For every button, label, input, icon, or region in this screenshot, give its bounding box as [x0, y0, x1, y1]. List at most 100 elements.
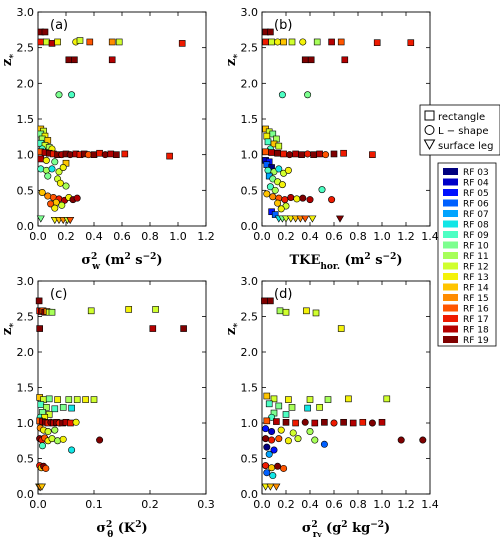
x-tick-label: 0.4 — [85, 230, 103, 243]
data-point — [311, 419, 319, 427]
data-point — [73, 396, 81, 403]
data-point — [125, 306, 133, 313]
data-point — [37, 483, 46, 491]
data-point — [59, 164, 67, 172]
data-point — [299, 38, 307, 46]
flight-label-rf12: RF 12 — [463, 263, 489, 273]
legend-circle-icon — [424, 125, 435, 135]
x-tick-label: 0.2 — [277, 498, 295, 511]
data-point — [282, 411, 290, 418]
flight-swatch-rf15 — [443, 294, 458, 301]
flight-label-rf11: RF 11 — [463, 252, 489, 262]
data-point — [55, 91, 63, 99]
data-point — [292, 150, 299, 158]
data-point — [87, 307, 95, 315]
marker-legend-box — [419, 104, 500, 156]
data-point — [266, 183, 274, 191]
data-point — [108, 56, 116, 64]
data-points — [35, 297, 187, 492]
y-axis-label: z* — [0, 54, 19, 66]
data-point — [152, 306, 159, 313]
data-point — [51, 158, 59, 166]
flight-label-rf05: RF 05 — [463, 189, 489, 199]
data-point — [51, 204, 59, 212]
data-point — [84, 151, 92, 159]
x-tick-label: 0.2 — [141, 498, 159, 511]
data-point — [48, 40, 56, 47]
data-point — [282, 308, 290, 316]
marker-legend: rectangle L − shape surface leg — [419, 104, 500, 156]
flight-swatch-rf13 — [443, 273, 458, 280]
data-point — [294, 435, 302, 443]
data-point — [349, 419, 357, 427]
data-point — [340, 149, 347, 157]
plot-area — [261, 280, 431, 495]
data-point — [45, 395, 53, 403]
data-point — [68, 91, 76, 99]
x-tick-label: 0.0 — [29, 230, 47, 243]
y-tick-label: 2.5 — [17, 42, 35, 55]
y-tick-label: 3.0 — [241, 275, 259, 288]
data-point — [65, 396, 73, 403]
data-point — [306, 428, 314, 436]
data-point — [291, 215, 300, 223]
flight-label-rf08: RF 08 — [463, 221, 489, 231]
data-point — [76, 37, 84, 44]
data-point — [82, 396, 89, 403]
data-point — [278, 91, 286, 99]
y-tick-label: 1.0 — [241, 149, 259, 162]
data-point — [262, 435, 270, 443]
data-point — [322, 151, 330, 159]
y-tick-label: 0.5 — [17, 453, 35, 466]
data-points — [36, 28, 186, 225]
data-point — [42, 464, 50, 472]
data-point — [262, 425, 270, 433]
flight-swatch-rf08 — [443, 220, 458, 228]
flight-label-rf04: RF 04 — [463, 179, 489, 189]
data-point — [383, 395, 391, 403]
data-point — [37, 38, 45, 46]
y-tick-label: 1.5 — [241, 113, 259, 126]
x-tick-label: 0.6 — [325, 498, 343, 511]
data-point — [38, 442, 46, 450]
panels: 0.0 0.2 0.4 0.6 0.8 1.0 1.2 0.0 0.5 1.0 1.5 2.0 2.5 3… — [0, 6, 439, 538]
data-point — [262, 38, 269, 46]
data-point — [359, 418, 367, 426]
panel-label: (b) — [274, 18, 292, 33]
data-point — [121, 150, 129, 158]
data-point — [35, 297, 43, 305]
data-point — [48, 308, 56, 316]
x-axis-label: σ2 θ (K2) — [96, 520, 147, 538]
data-point — [261, 297, 268, 305]
data-point — [304, 91, 312, 99]
data-point — [275, 402, 283, 410]
x-tick-label: 0.2 — [277, 230, 295, 243]
data-point — [306, 396, 314, 403]
x-tick-label: 0.0 — [253, 230, 271, 243]
data-point — [311, 436, 319, 444]
y-tick-label: 0.5 — [241, 184, 259, 197]
x-tick-label: 0.4 — [301, 498, 319, 511]
data-point — [299, 194, 307, 202]
x-tick-label: 0.2 — [57, 230, 75, 243]
data-point — [266, 483, 275, 491]
data-point — [268, 149, 275, 156]
data-point — [268, 464, 276, 472]
x-tick-label: 1.2 — [197, 230, 215, 243]
data-point — [275, 165, 283, 173]
y-tick-label: 0.5 — [241, 453, 259, 466]
data-point — [264, 166, 272, 174]
flight-swatch-rf09 — [443, 231, 458, 238]
plot-area — [37, 280, 207, 495]
data-point — [149, 325, 157, 332]
data-point — [48, 165, 56, 173]
flight-swatch-rf12 — [443, 262, 458, 270]
flight-label-rf14: RF 14 — [463, 284, 489, 294]
y-tick-label: 2.5 — [17, 311, 35, 324]
y-tick-label: 3.0 — [17, 6, 35, 19]
data-point — [44, 428, 52, 436]
x-axis-label: TKEhor. (m2 s−2) — [289, 252, 402, 272]
flight-swatch-rf18 — [443, 325, 458, 333]
data-point — [303, 307, 310, 315]
flight-label-rf09: RF 09 — [463, 231, 489, 241]
